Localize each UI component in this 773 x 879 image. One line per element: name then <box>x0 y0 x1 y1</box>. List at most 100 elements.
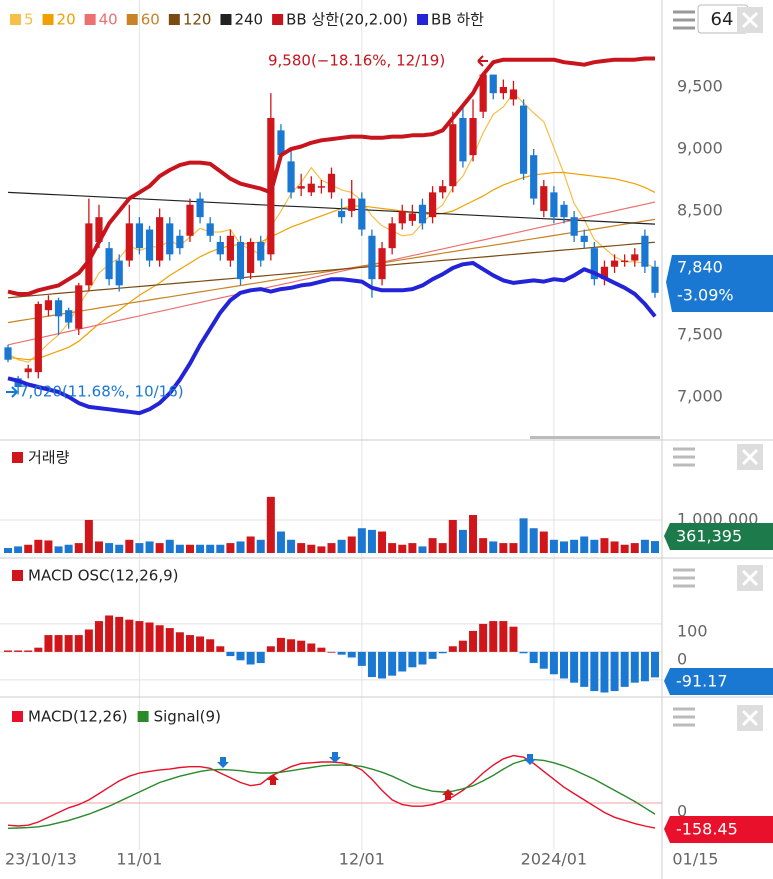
osc-bar <box>469 630 478 652</box>
volume-bar <box>266 496 275 553</box>
osc-bar <box>357 651 366 666</box>
candle-body <box>550 192 558 218</box>
macd-line <box>7 754 656 829</box>
osc-bar <box>24 650 33 652</box>
candle-body <box>166 223 174 255</box>
volume-bar <box>539 531 548 553</box>
osc-bar <box>620 651 629 687</box>
candle-body <box>115 260 123 286</box>
volume-bar <box>469 515 478 553</box>
volume-bar <box>398 544 407 553</box>
osc-bar <box>236 651 245 661</box>
osc-bar <box>458 640 467 652</box>
candle-body <box>236 241 245 280</box>
osc-bar <box>14 650 23 652</box>
volume-bar <box>4 548 12 553</box>
candle-body <box>580 235 588 242</box>
candle-body <box>449 124 457 187</box>
volume-bar <box>44 540 53 553</box>
osc-bar <box>165 628 174 652</box>
osc-bar <box>640 651 649 682</box>
volume-bar <box>357 528 366 553</box>
volume-bar <box>337 539 346 553</box>
volume-bar <box>620 544 629 553</box>
legend-marker <box>12 452 23 463</box>
bollinger-band <box>7 261 657 416</box>
osc-bar <box>44 635 53 652</box>
osc-bar <box>499 621 508 652</box>
candle-body <box>24 368 32 373</box>
candle-body <box>338 210 346 218</box>
legend-label: BB 하한 <box>431 11 484 29</box>
scrollbar[interactable] <box>530 436 660 439</box>
legend-marker <box>417 14 429 25</box>
volume-bar <box>499 543 508 553</box>
osc-bar <box>216 646 225 652</box>
volume-bar <box>307 544 316 553</box>
volume-bar <box>347 536 356 553</box>
osc-bar <box>509 626 518 652</box>
candle-body <box>378 248 386 280</box>
volume-bar <box>610 541 619 553</box>
high-annotation: 9,580(−18.16%, 12/19) <box>268 52 445 70</box>
macd-label: -158.45 <box>676 820 738 839</box>
close-button[interactable] <box>737 7 763 33</box>
osc-bar <box>206 639 215 652</box>
candle-body <box>489 74 497 94</box>
low-annotation: 7,020(11.68%, 10/16) <box>19 383 184 401</box>
y-tick-label: 100 <box>677 621 708 640</box>
volume-box <box>664 523 773 550</box>
candle-body <box>216 241 224 255</box>
volume-bar <box>196 544 205 553</box>
osc-bar <box>610 651 619 692</box>
legend-marker <box>10 14 21 25</box>
volume-bar <box>327 543 336 553</box>
candle-body <box>439 186 447 193</box>
price-label: 7,840 <box>677 258 723 277</box>
candle-body <box>247 241 255 273</box>
menu-icon[interactable] <box>673 10 695 30</box>
candle-body <box>570 217 578 236</box>
legend-label: 240 <box>234 11 263 29</box>
candle-body <box>600 266 609 280</box>
osc-bar <box>115 616 124 652</box>
volume-bar <box>145 541 154 553</box>
panel-controls[interactable] <box>673 444 763 731</box>
volume-bar <box>458 529 467 553</box>
volume-bar <box>297 543 306 553</box>
volume-bar <box>408 543 417 553</box>
legend-marker <box>126 14 138 25</box>
osc-bar <box>34 647 43 652</box>
volume-bar <box>438 543 447 553</box>
osc-bar <box>226 651 235 657</box>
ma-line <box>7 171 656 361</box>
candle-body <box>621 260 629 263</box>
annotation-arrow <box>477 55 488 67</box>
legend-marker <box>168 14 180 25</box>
volume-bar <box>105 543 114 553</box>
osc-bar <box>246 651 255 665</box>
volume-bar <box>509 543 518 553</box>
volume-bar <box>135 543 144 553</box>
osc-bar <box>428 651 437 659</box>
osc-bar <box>266 646 275 652</box>
x-tick-label: 2024/01 <box>521 850 587 869</box>
volume-bar <box>165 539 174 553</box>
period-value[interactable]: 64 <box>711 9 734 30</box>
golden-cross <box>442 789 454 800</box>
osc-bar <box>105 615 114 652</box>
osc-bar <box>580 651 589 687</box>
volume-bar <box>388 543 397 553</box>
legend-marker <box>42 14 54 25</box>
osc-bar <box>145 622 154 652</box>
osc-bar <box>256 651 265 664</box>
dead-cross <box>329 752 341 763</box>
candle-body <box>54 300 63 317</box>
volume-bar <box>640 539 649 553</box>
bollinger-band <box>7 56 655 296</box>
osc-bar <box>570 651 579 683</box>
x-tick-label: 11/01 <box>116 850 162 869</box>
volume-bar <box>448 519 457 553</box>
volume-bar <box>428 538 437 553</box>
ma-line <box>7 218 656 324</box>
